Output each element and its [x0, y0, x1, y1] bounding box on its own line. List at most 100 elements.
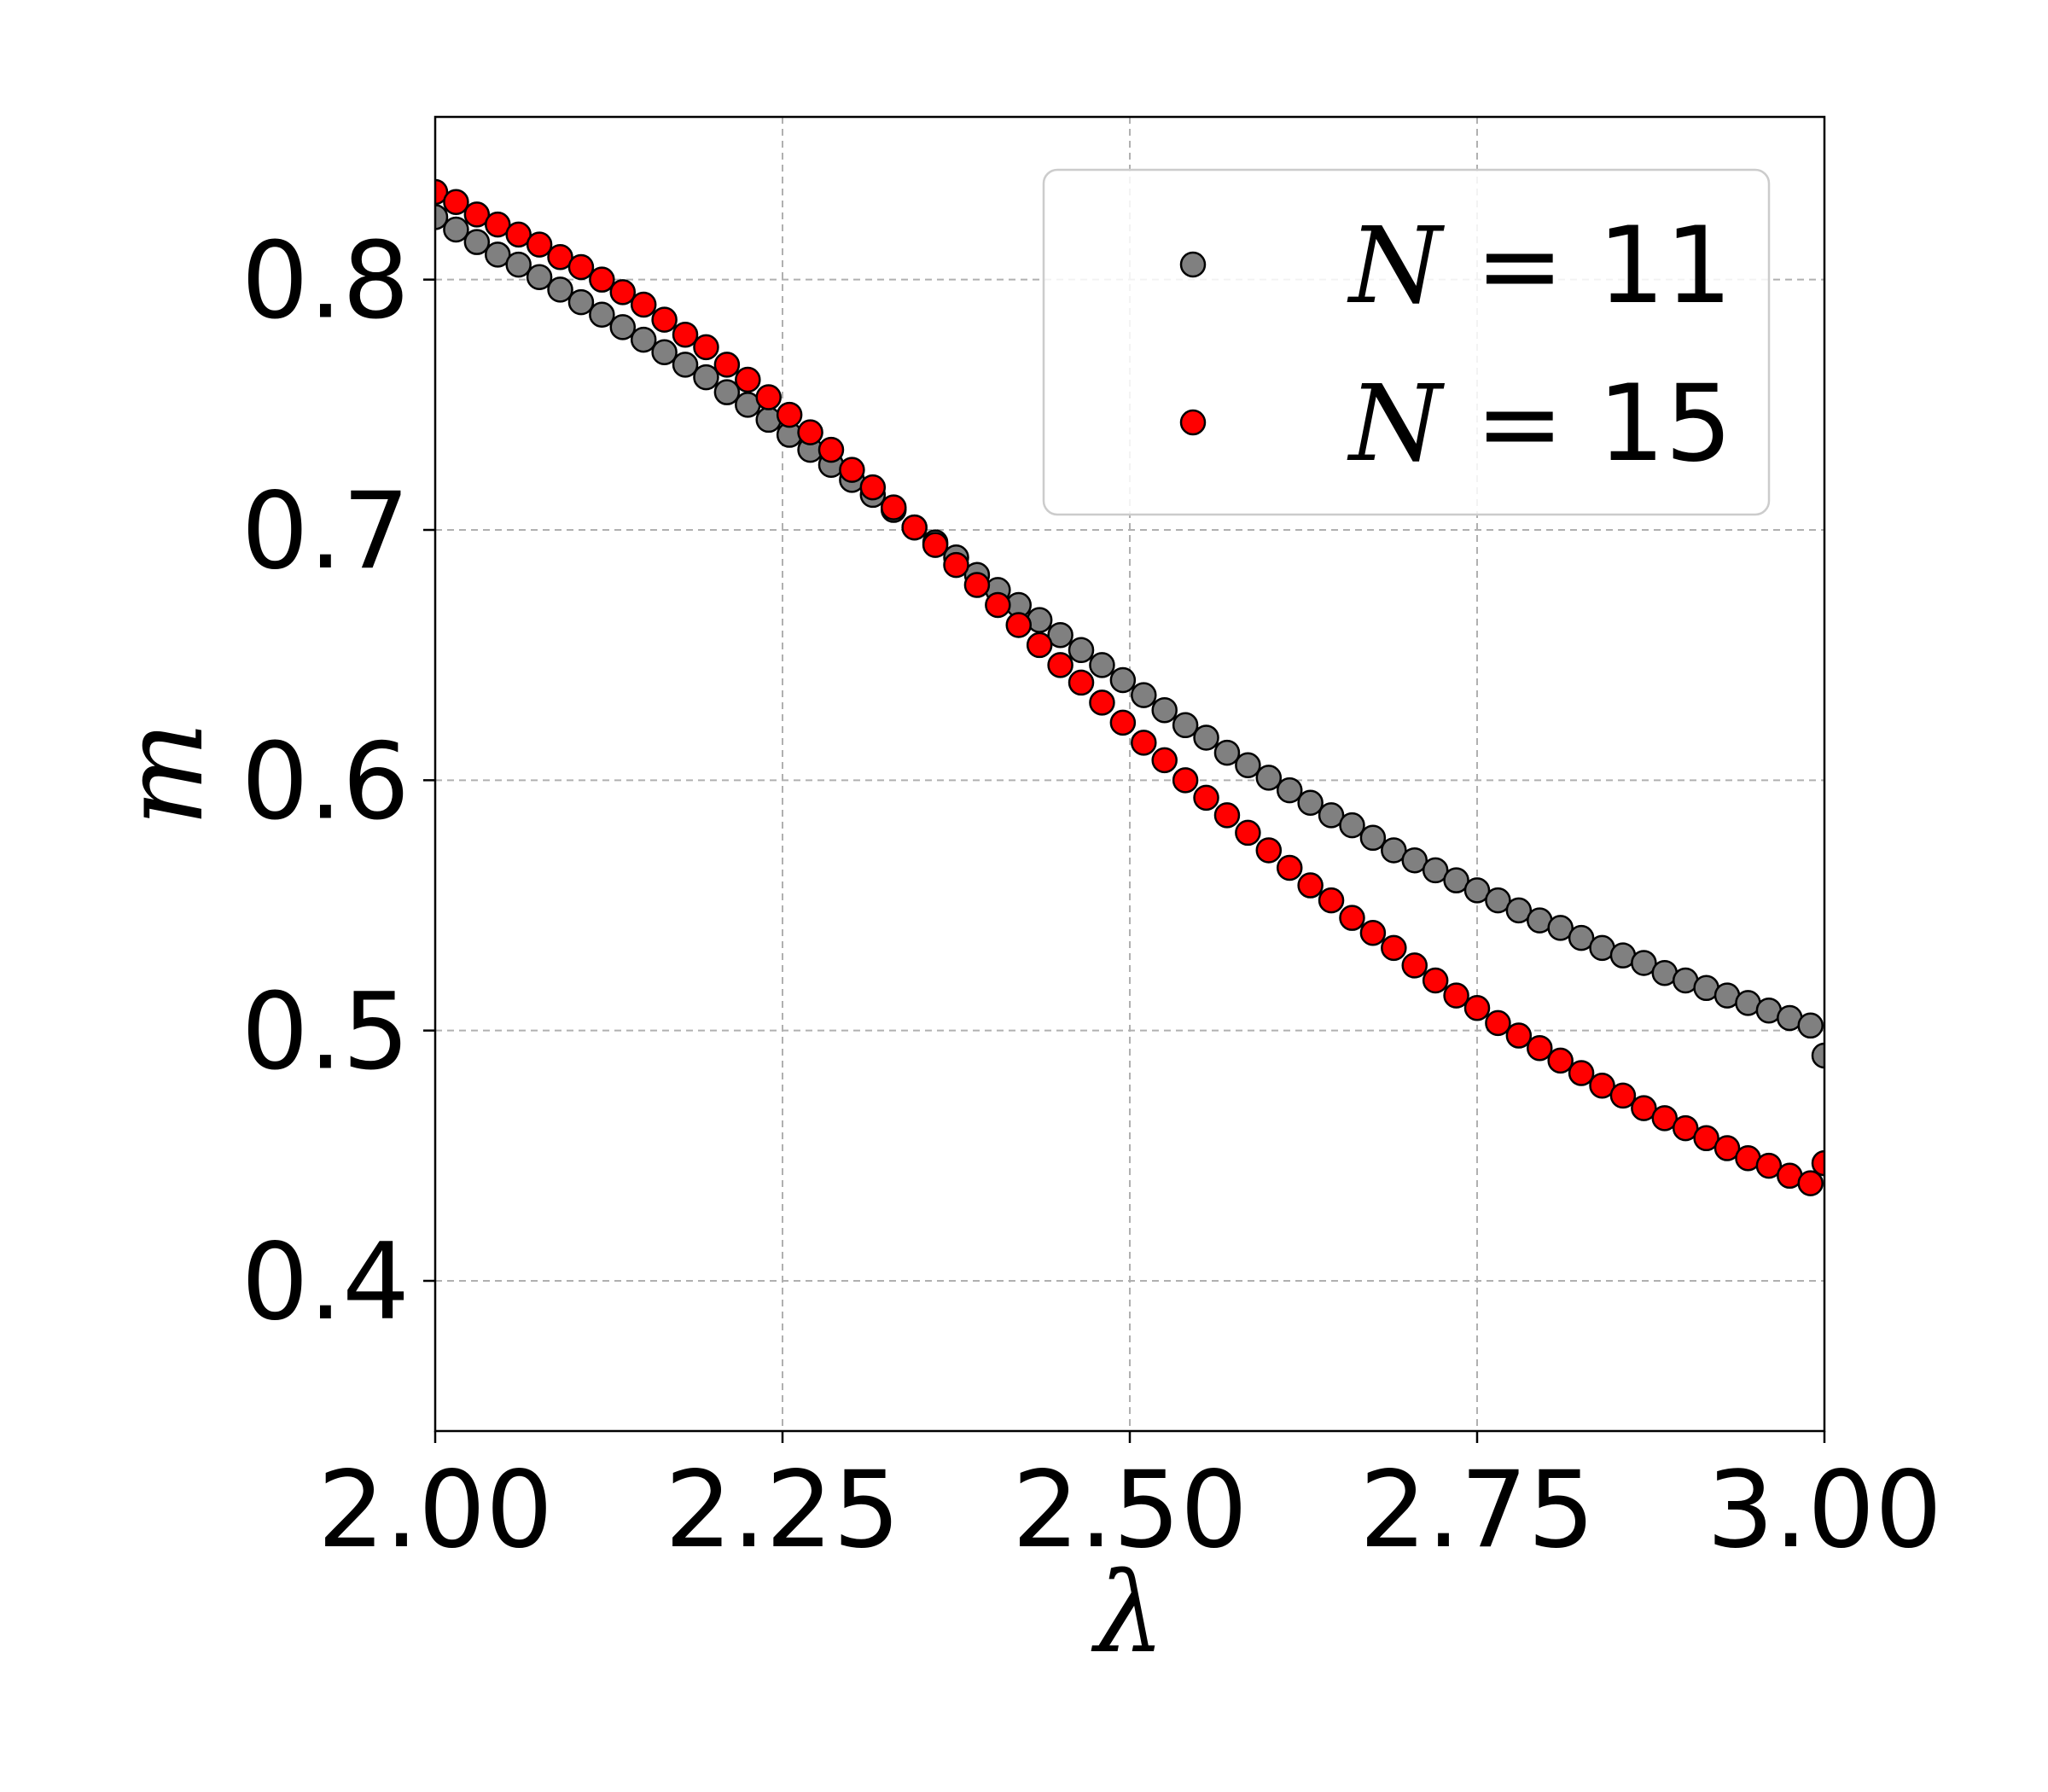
data-point — [1089, 652, 1115, 678]
data-point — [526, 264, 553, 290]
data-point — [1463, 995, 1491, 1021]
data-point — [651, 306, 678, 333]
data-point — [1609, 1082, 1637, 1109]
data-point — [1589, 1072, 1615, 1099]
data-point — [1505, 897, 1533, 924]
data-point — [1109, 666, 1137, 694]
data-point — [1193, 784, 1219, 812]
data-point — [1568, 924, 1595, 951]
x-axis-label: λ — [1091, 1548, 1165, 1678]
x-tick-label: 2.25 — [665, 1449, 900, 1572]
data-point — [1381, 837, 1407, 864]
data-point — [755, 384, 782, 410]
data-point — [1235, 819, 1261, 847]
data-point — [547, 276, 573, 303]
data-point — [1213, 739, 1241, 766]
data-point — [1811, 1042, 1824, 1069]
data-point — [1401, 952, 1428, 979]
data-point — [505, 221, 532, 248]
data-point — [1047, 621, 1073, 649]
y-tick-label: 0.7 — [241, 470, 410, 593]
data-point — [713, 352, 741, 378]
data-point — [1797, 1170, 1824, 1196]
data-point — [943, 551, 969, 579]
data-point — [1547, 1047, 1574, 1074]
data-point — [463, 229, 491, 255]
data-point — [1527, 1034, 1553, 1062]
data-point — [443, 216, 469, 243]
data-point — [1005, 612, 1033, 638]
series-n15 — [435, 178, 1824, 1196]
legend-label: N = 11 — [1347, 205, 1732, 328]
data-point — [609, 314, 637, 340]
legend-label: N = 15 — [1347, 363, 1732, 486]
data-point — [880, 494, 907, 521]
data-point — [1422, 967, 1449, 994]
data-point — [1235, 752, 1261, 778]
y-axis-label: m — [98, 721, 228, 826]
data-point — [1151, 696, 1178, 724]
data-point — [1172, 767, 1199, 794]
data-point — [1443, 867, 1469, 893]
data-point — [1213, 802, 1241, 829]
data-point — [1463, 877, 1491, 904]
data-point — [589, 301, 615, 328]
data-point — [526, 231, 553, 258]
x-tick-label: 3.00 — [1707, 1449, 1942, 1572]
data-point — [1068, 637, 1095, 664]
data-point — [1068, 669, 1095, 696]
data-point — [776, 401, 803, 428]
data-point — [1297, 872, 1324, 899]
data-point — [1631, 950, 1657, 976]
data-point — [1485, 1009, 1511, 1037]
data-point — [485, 241, 511, 268]
data-point — [713, 379, 741, 405]
data-point — [1297, 789, 1324, 816]
data-point — [985, 591, 1011, 619]
data-point — [485, 211, 511, 238]
data-point — [1255, 765, 1283, 791]
data-point — [1811, 1149, 1824, 1177]
data-point — [1193, 724, 1219, 751]
data-point — [672, 352, 699, 378]
data-point — [463, 201, 491, 228]
data-point — [435, 204, 449, 230]
data-point — [1755, 1152, 1783, 1179]
data-point — [1339, 812, 1365, 839]
data-point — [567, 288, 595, 316]
data-point — [693, 334, 719, 361]
data-point — [1047, 652, 1073, 678]
data-point — [630, 326, 657, 353]
y-tick-label: 0.4 — [241, 1221, 410, 1344]
data-point — [693, 364, 719, 391]
legend-box — [1042, 168, 1771, 516]
data-point — [1131, 730, 1157, 756]
data-point — [1172, 712, 1199, 739]
data-point — [1568, 1060, 1595, 1086]
data-point — [609, 279, 637, 305]
x-tick-label: 2.00 — [317, 1449, 553, 1572]
data-point — [505, 251, 532, 278]
data-point — [1359, 824, 1387, 852]
data-point — [630, 291, 657, 318]
data-point — [1359, 920, 1387, 946]
data-point — [1318, 802, 1345, 829]
data-point — [963, 572, 991, 598]
data-point — [1381, 934, 1407, 962]
data-point — [817, 436, 845, 463]
legend: N = 11 N = 15 — [1042, 168, 1771, 516]
data-point — [589, 266, 615, 293]
data-point — [1505, 1022, 1533, 1049]
data-point — [1318, 887, 1345, 914]
data-point — [1109, 709, 1137, 736]
axis-ticks — [423, 278, 1826, 1443]
data-point — [1339, 905, 1365, 931]
data-point — [1276, 854, 1303, 881]
data-point — [1422, 857, 1449, 884]
legend-marker — [1179, 409, 1207, 436]
data-point — [735, 366, 761, 393]
data-point — [1672, 1114, 1699, 1142]
data-point — [922, 532, 949, 558]
data-point — [651, 339, 678, 365]
